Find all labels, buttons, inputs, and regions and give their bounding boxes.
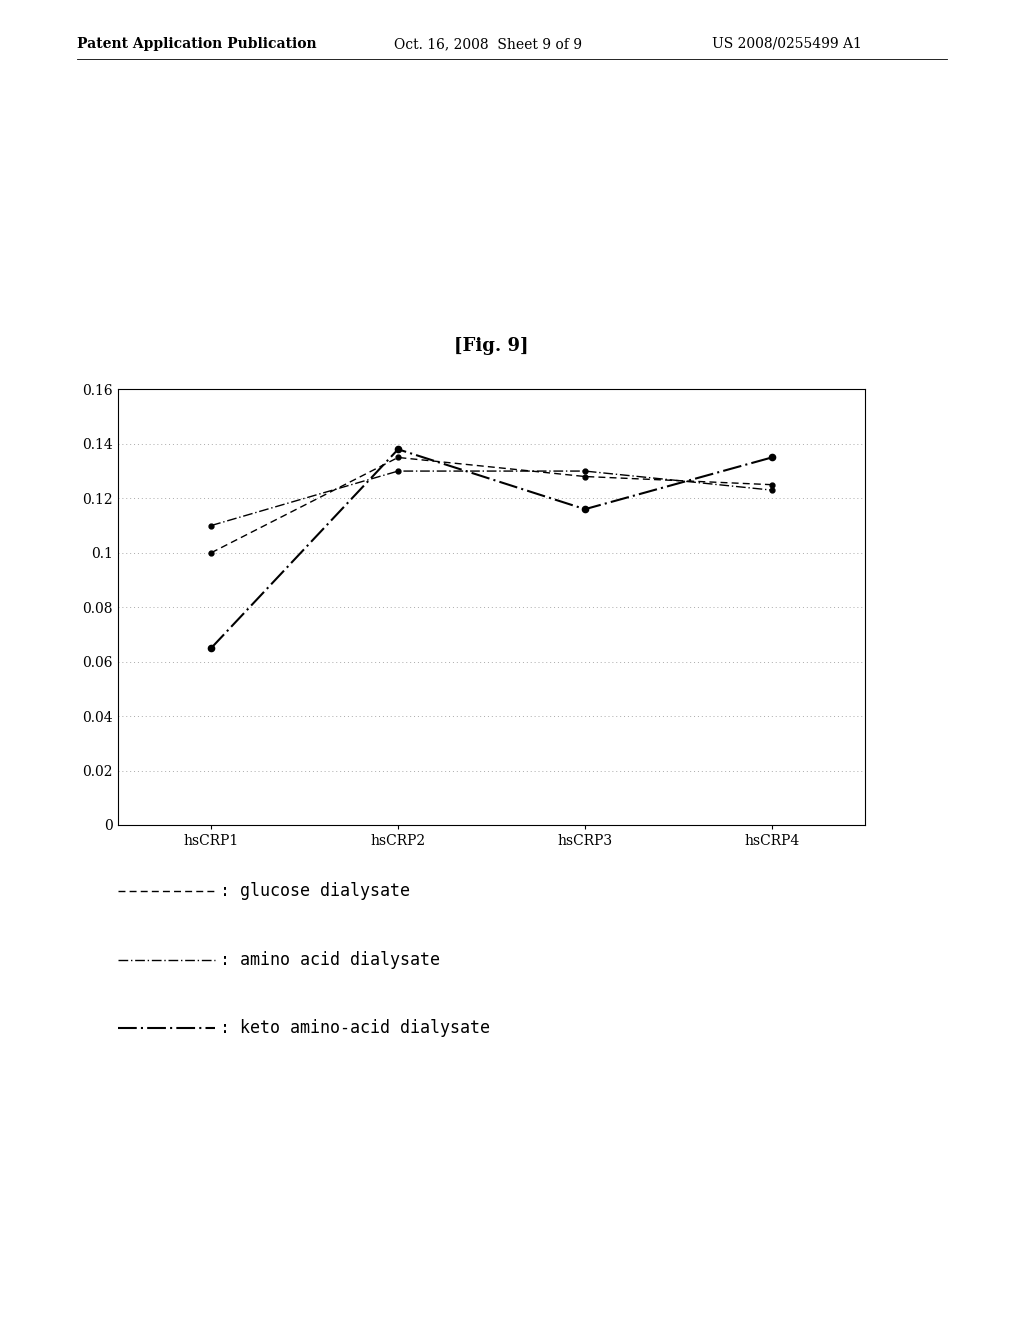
Text: US 2008/0255499 A1: US 2008/0255499 A1 — [712, 37, 861, 51]
Text: : keto amino-acid dialysate: : keto amino-acid dialysate — [220, 1019, 490, 1038]
Text: : amino acid dialysate: : amino acid dialysate — [220, 950, 440, 969]
Text: : glucose dialysate: : glucose dialysate — [220, 882, 411, 900]
Text: Patent Application Publication: Patent Application Publication — [77, 37, 316, 51]
Text: [Fig. 9]: [Fig. 9] — [455, 337, 528, 355]
Text: Oct. 16, 2008  Sheet 9 of 9: Oct. 16, 2008 Sheet 9 of 9 — [394, 37, 583, 51]
